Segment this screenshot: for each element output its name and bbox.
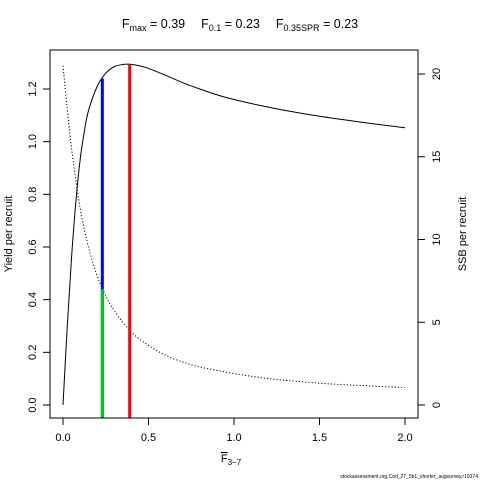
right-y-tick-label: 10 [431,233,443,245]
x-tick-label: 0.0 [55,432,70,444]
right-y-tick-label: 0 [431,402,443,408]
right-y-tick-label: 15 [431,151,443,163]
f01-subscript: 0.1 [209,23,222,33]
fmax-value: = 0.39 [147,17,186,31]
fspr-label: F [276,17,284,31]
axes-layer: 0.0 0.5 1.0 1.5 2.0 0.0 0.2 0.4 0.6 0.8 1.0 1.2 0 5 10… [27,68,443,444]
x-tick-label: 0.5 [141,432,156,444]
series-layer [62,63,406,406]
fspr-subscript: 0.35SPR [284,23,321,33]
x-tick-label: 1.5 [312,432,327,444]
left-y-tick-label: 0.8 [27,187,39,202]
fmax-label: F [122,17,130,31]
left-y-tick-label: 1.2 [27,81,39,96]
x-axis-title-subscript: 3−7 [228,458,242,467]
x-tick-label: 2.0 [397,432,412,444]
right-y-tick-label: 20 [431,68,443,80]
plot-frame [49,49,419,419]
ssb-per-recruit-line [62,65,406,389]
x-axis-title-main: F [221,453,228,465]
reference-lines-layer [100,64,132,418]
right-y-tick-label: 5 [431,319,443,325]
left-y-tick-label: 0.6 [27,239,39,254]
fmax-subscript: max [130,23,148,33]
f01-label: F [201,17,209,31]
yield-per-recruit-line [62,63,406,406]
left-y-tick-label: 1.0 [27,134,39,149]
left-y-tick-label: 0.4 [27,292,39,307]
left-y-axis-title: Yield per recruit [3,196,15,273]
x-tick-label: 1.0 [226,432,241,444]
left-y-tick-label: 0.0 [27,397,39,412]
right-y-axis-title: SSB per recruit [457,197,469,272]
f01-value: = 0.23 [221,17,260,31]
fspr-value: = 0.23 [320,17,359,31]
left-y-tick-label: 0.2 [27,345,39,360]
chart-title: Fmax = 0.39 F0.1 = 0.23 F0.35SPR = 0.23 [122,17,358,33]
x-axis-title: F3−7 [221,453,242,467]
footnote: stockassessment.org,Cod_27_5b1_shorter_a… [340,474,478,480]
